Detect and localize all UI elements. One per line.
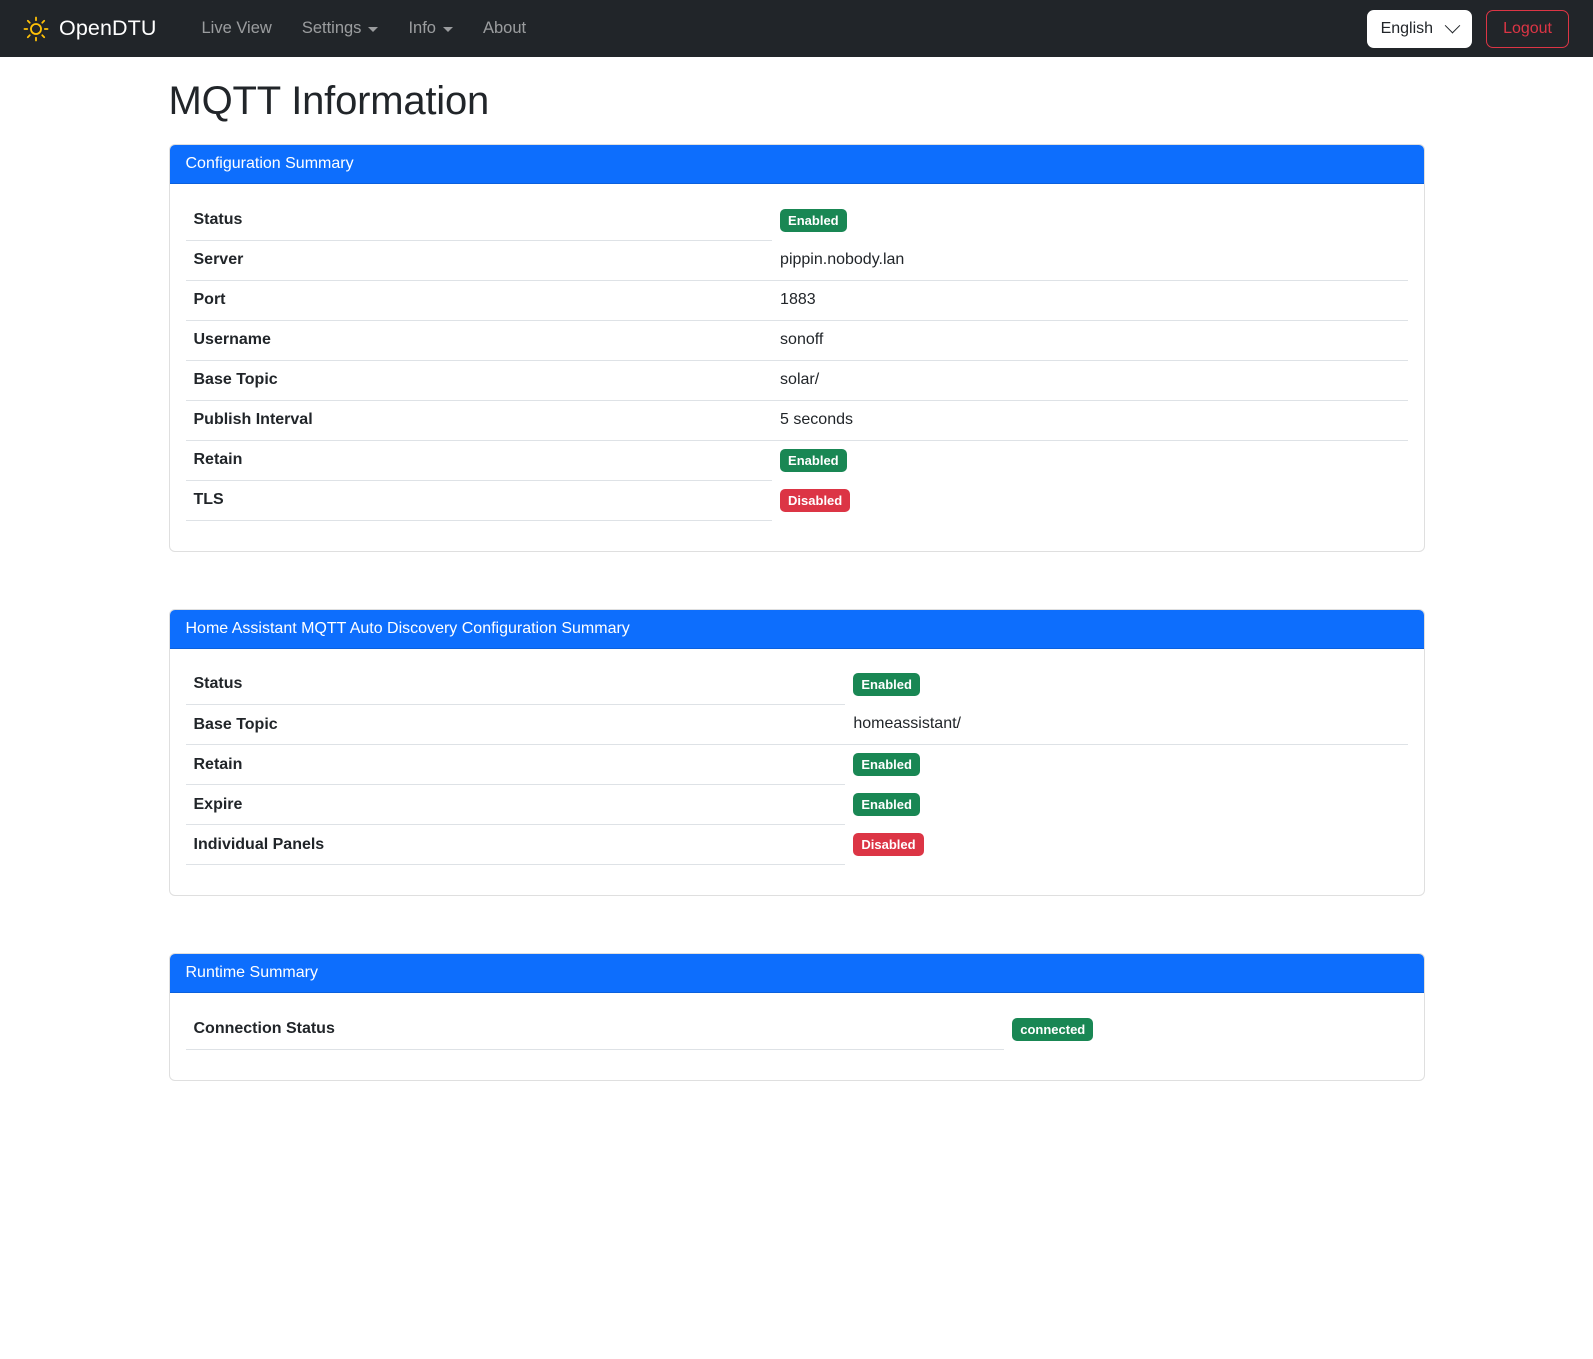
nav-item-settings[interactable]: Settings (287, 11, 394, 46)
row-value-cell: Disabled (772, 480, 1407, 520)
nav-links: Live View Settings Info About (186, 11, 541, 46)
chevron-down-icon (1444, 17, 1461, 34)
card-body: Connection Status connected (170, 993, 1424, 1080)
info-table: Status Enabled Server pippin.nobody.lan Port… (185, 200, 1408, 521)
table-row: Status Enabled (185, 664, 1408, 705)
row-value-cell: Disabled (845, 825, 1407, 865)
page-container: MQTT Information Configuration Summary St… (157, 79, 1437, 1081)
info-table: Connection Status connected (185, 1009, 1408, 1050)
row-label: Connection Status (185, 1009, 1005, 1050)
nav-label-info: Info (408, 19, 436, 37)
table-row: Base Topic homeassistant/ (185, 704, 1408, 745)
status-badge: connected (1012, 1017, 1094, 1041)
table-row: Publish Interval 5 seconds (185, 400, 1408, 441)
row-label: Retain (185, 744, 846, 785)
table-row: Retain Enabled (185, 744, 1408, 785)
status-badge: Enabled (780, 448, 847, 472)
sun-icon (23, 16, 49, 42)
row-value-cell: Enabled (772, 440, 1407, 480)
table-row: Port 1883 (185, 280, 1408, 321)
table-row: Individual Panels Disabled (185, 824, 1408, 865)
table-row: TLS Disabled (185, 480, 1408, 521)
row-label: Expire (185, 784, 846, 825)
row-value-cell: sonoff (772, 320, 1408, 361)
table-row: Username sonoff (185, 320, 1408, 361)
row-label: Status (185, 664, 846, 705)
row-label: Publish Interval (185, 400, 773, 441)
status-badge: Enabled (853, 753, 920, 777)
nav-link-settings[interactable]: Settings (287, 11, 394, 46)
row-value-cell: Enabled (772, 200, 1407, 240)
nav-link-info[interactable]: Info (393, 11, 468, 46)
card-1: Home Assistant MQTT Auto Discovery Confi… (168, 608, 1425, 896)
row-value-cell: Enabled (845, 745, 1407, 785)
row-label: Base Topic (185, 360, 773, 401)
language-select-value: English (1380, 19, 1434, 37)
logout-button[interactable]: Logout (1486, 9, 1569, 48)
card-body: Status Enabled Server pippin.nobody.lan Port… (170, 184, 1424, 551)
status-badge: Disabled (780, 488, 851, 512)
row-value-cell: 1883 (772, 280, 1408, 321)
language-select[interactable]: English (1366, 9, 1473, 48)
brand-logo-link[interactable]: OpenDTU (23, 16, 156, 42)
row-label: Individual Panels (185, 824, 846, 865)
row-label: Status (185, 200, 773, 241)
nav-item-info[interactable]: Info (393, 11, 468, 46)
card-header: Configuration Summary (169, 145, 1424, 184)
chevron-down-icon (368, 27, 379, 32)
table-row: Retain Enabled (185, 440, 1408, 481)
info-table: Status Enabled Base Topic homeassistant/Ret… (185, 664, 1408, 865)
row-label: Base Topic (185, 704, 846, 745)
table-row: Base Topic solar/ (185, 360, 1408, 401)
nav-link-about[interactable]: About (468, 11, 541, 46)
navbar-right-group: English Logout (1366, 9, 1577, 48)
status-badge: Enabled (780, 208, 847, 232)
row-label: TLS (185, 480, 773, 521)
brand-name: OpenDTU (59, 15, 157, 40)
status-badge: Disabled (853, 833, 924, 856)
table-row: Server pippin.nobody.lan (185, 240, 1408, 281)
row-label: Server (185, 240, 773, 281)
row-value-cell: pippin.nobody.lan (772, 240, 1408, 281)
status-badge: Enabled (853, 673, 920, 696)
row-value-cell: Enabled (845, 785, 1407, 825)
row-label: Port (185, 280, 773, 321)
nav-label-settings: Settings (301, 19, 362, 37)
status-badge: Enabled (853, 793, 920, 816)
nav-link-live-view[interactable]: Live View (186, 11, 286, 46)
top-navbar: OpenDTU Live View Settings Info About (0, 0, 1593, 57)
row-value-cell: solar/ (772, 360, 1408, 401)
table-row: Status Enabled (185, 200, 1408, 241)
card-0: Configuration Summary Status Enabled Server… (168, 144, 1425, 552)
table-row: Connection Status connected (185, 1009, 1408, 1050)
chevron-down-icon (442, 27, 453, 32)
row-label: Username (185, 320, 773, 361)
row-label: Retain (185, 440, 773, 481)
card-header: Home Assistant MQTT Auto Discovery Confi… (169, 609, 1424, 649)
row-value-cell: connected (1004, 1009, 1407, 1049)
page-title: MQTT Information (168, 79, 490, 123)
nav-label-live-view: Live View (201, 19, 272, 37)
card-body: Status Enabled Base Topic homeassistant/Ret… (170, 649, 1424, 896)
row-value-cell: 5 seconds (772, 400, 1408, 441)
row-value-cell: Enabled (845, 665, 1407, 705)
nav-item-about[interactable]: About (468, 11, 541, 46)
nav-item-live-view[interactable]: Live View (186, 11, 286, 46)
table-row: Expire Enabled (185, 784, 1408, 825)
card-2: Runtime Summary Connection Status connecte… (168, 953, 1425, 1081)
cards-root: Configuration Summary Status Enabled Server… (168, 144, 1425, 1081)
nav-label-about: About (482, 19, 527, 37)
card-header: Runtime Summary (169, 954, 1424, 993)
row-value-cell: homeassistant/ (845, 704, 1408, 745)
